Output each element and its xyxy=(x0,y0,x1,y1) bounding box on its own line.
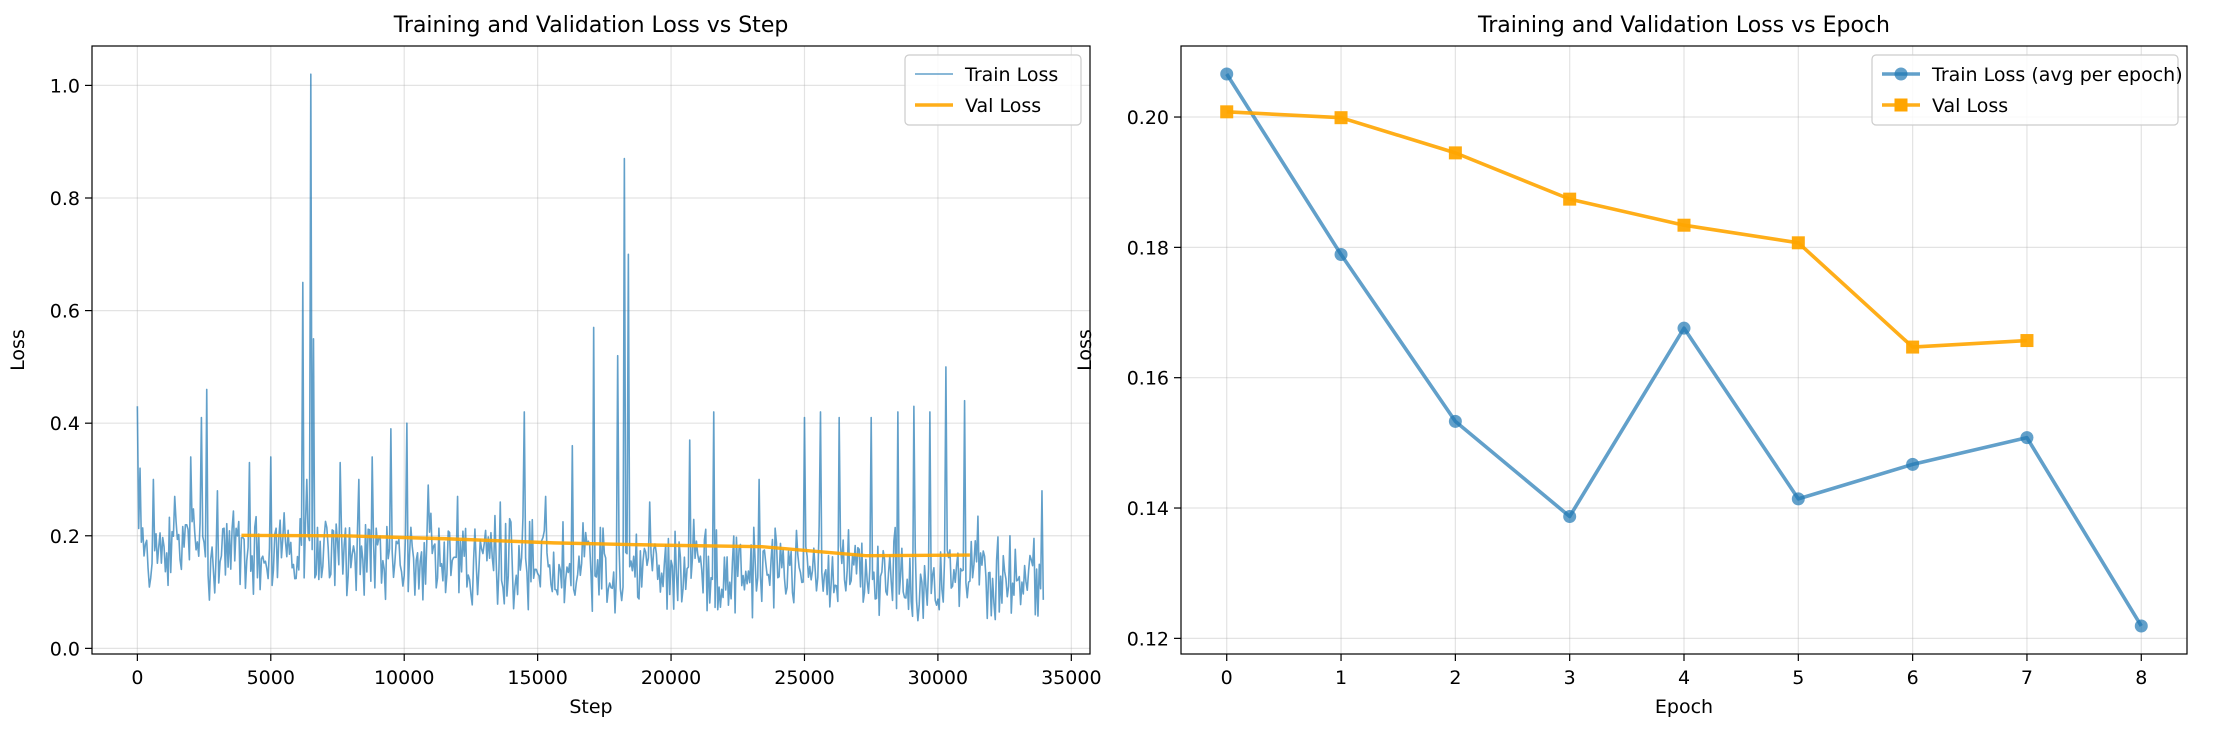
x-tick-label: 6 xyxy=(1907,667,1919,689)
x-tick-label: 3 xyxy=(1564,667,1576,689)
chart-title: Training and Validation Loss vs Step xyxy=(393,13,789,38)
x-tick-label: 10000 xyxy=(374,667,434,689)
y-tick-label: 0.14 xyxy=(1127,498,1169,520)
data-point xyxy=(1220,105,1234,119)
x-tick-label: 0 xyxy=(131,667,143,689)
legend-marker xyxy=(1894,98,1908,112)
y-tick-label: 0.0 xyxy=(50,638,80,660)
data-point xyxy=(1448,414,1462,428)
y-axis-label: Loss xyxy=(7,329,29,371)
chart-title: Training and Validation Loss vs Epoch xyxy=(1477,13,1890,38)
y-tick-label: 0.2 xyxy=(50,526,80,548)
axes-frame xyxy=(1180,45,2188,655)
data-point xyxy=(1677,321,1691,335)
legend-box xyxy=(1871,54,2179,126)
data-point xyxy=(1334,248,1348,262)
data-point xyxy=(1791,492,1805,506)
data-point xyxy=(1791,236,1805,250)
data-point xyxy=(1563,509,1577,523)
legend-label: Val Loss xyxy=(965,95,1041,117)
y-tick-label: 0.4 xyxy=(50,413,80,435)
y-tick-label: 1.0 xyxy=(50,75,80,97)
y-tick-label: 0.8 xyxy=(50,188,80,210)
data-point xyxy=(1906,340,1920,354)
x-tick-label: 1 xyxy=(1335,667,1347,689)
series-line-1 xyxy=(1226,110,2028,349)
legend-marker xyxy=(1894,67,1908,81)
data-point xyxy=(2134,619,2148,633)
plot-area xyxy=(1220,67,2148,633)
legend-box xyxy=(904,54,1082,126)
data-point xyxy=(1906,457,1920,471)
x-tick-label: 25000 xyxy=(774,667,834,689)
x-tick-label: 2 xyxy=(1449,667,1461,689)
plot-area xyxy=(136,73,1045,622)
x-tick-label: 8 xyxy=(2135,667,2147,689)
y-tick-label: 0.16 xyxy=(1127,368,1169,390)
series-line-1 xyxy=(241,533,970,558)
step-loss-chart: 0 5000 10000 15000 20000 25000 30000 35000 0.0 0.… xyxy=(7,13,1102,718)
y-tick-label: 0.6 xyxy=(50,301,80,323)
grid xyxy=(92,46,1090,654)
y-axis-label: Loss xyxy=(1074,329,1096,371)
legend-label: Train Loss xyxy=(964,64,1058,86)
y-tick-label: 0.12 xyxy=(1127,628,1169,650)
legend-label: Val Loss xyxy=(1932,95,2008,117)
epoch-loss-chart: 0 1 2 3 4 5 6 7 8 0.12 0.14 0.16 0.18 0.20 Training an… xyxy=(1074,13,2188,718)
data-point xyxy=(1220,67,1234,81)
data-point xyxy=(1448,146,1462,160)
x-tick-label: 5000 xyxy=(247,667,295,689)
y-tick-label: 0.18 xyxy=(1127,237,1169,259)
data-point xyxy=(2020,431,2034,445)
y-tick-label: 0.20 xyxy=(1127,107,1169,129)
x-axis-label: Epoch xyxy=(1655,696,1713,718)
legend: Train Loss (avg per epoch) Val Loss xyxy=(1871,54,2183,126)
x-tick-label: 4 xyxy=(1678,667,1690,689)
x-axis-label: Step xyxy=(569,696,612,718)
legend: Train Loss Val Loss xyxy=(904,54,1082,126)
x-tick-label: 35000 xyxy=(1041,667,1101,689)
data-point xyxy=(2020,334,2034,348)
x-tick-label: 0 xyxy=(1221,667,1233,689)
data-point xyxy=(1563,192,1577,206)
data-point xyxy=(1334,111,1348,125)
x-tick-label: 7 xyxy=(2021,667,2033,689)
legend-label: Train Loss (avg per epoch) xyxy=(1931,64,2183,86)
x-tick-label: 5 xyxy=(1792,667,1804,689)
axes-frame xyxy=(91,45,1091,655)
x-tick-label: 15000 xyxy=(507,667,567,689)
x-tick-label: 20000 xyxy=(641,667,701,689)
x-tick-label: 30000 xyxy=(908,667,968,689)
data-point xyxy=(1677,218,1691,232)
